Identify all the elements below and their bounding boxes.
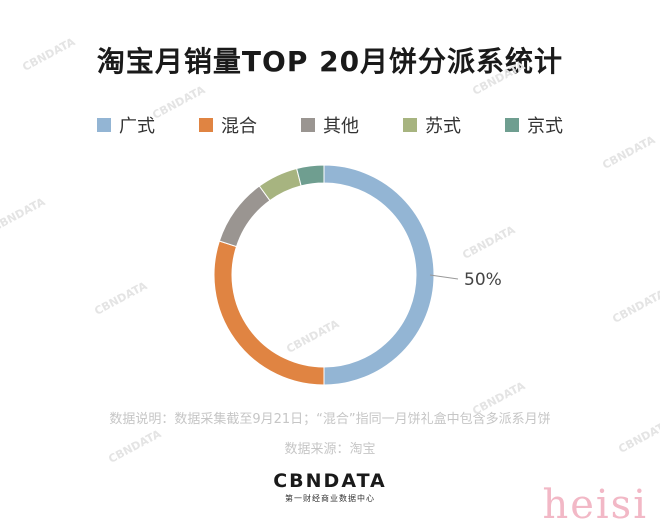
legend-item: 混合: [199, 112, 257, 138]
legend-label: 混合: [221, 116, 257, 137]
donut-slice-0: [323, 164, 435, 386]
chart-title: 淘宝月销量TOP 20月饼分派系统计: [96, 45, 564, 78]
donut-slice-2: [218, 185, 271, 248]
legend-label: 京式: [527, 116, 563, 137]
legend-label: 广式: [119, 116, 155, 137]
data-label-leader: [429, 274, 459, 280]
data-label: 50%: [464, 270, 502, 290]
legend-label: 苏式: [425, 116, 461, 137]
legend-label: 其他: [323, 116, 359, 137]
legend-item: 京式: [505, 112, 563, 138]
legend-swatch: [97, 118, 111, 132]
donut-slice-4: [296, 164, 325, 187]
corner-watermark: heisi: [542, 482, 648, 528]
legend-item: 其他: [301, 112, 359, 138]
legend-swatch: [403, 118, 417, 132]
logo-subtitle: 第一财经商业数据中心: [285, 494, 375, 503]
donut-slice-1: [213, 240, 325, 386]
legend-swatch: [505, 118, 519, 132]
legend-item: 广式: [97, 112, 155, 138]
donut-chart: 50%: [213, 164, 502, 386]
legend-item: 苏式: [403, 112, 461, 138]
data-source: 数据来源：淘宝: [284, 442, 376, 457]
data-note: 数据说明：数据采集截至9月21日；“混合”指同一月饼礼盒中包含多派系月饼: [109, 412, 551, 427]
legend-swatch: [199, 118, 213, 132]
cbndata-logo: CBNDATA 第一财经商业数据中心: [0, 470, 660, 504]
chart-legend: 广式 混合 其他 苏式 京式: [0, 112, 660, 138]
legend-swatch: [301, 118, 315, 132]
logo-text: CBNDATA: [273, 470, 387, 492]
